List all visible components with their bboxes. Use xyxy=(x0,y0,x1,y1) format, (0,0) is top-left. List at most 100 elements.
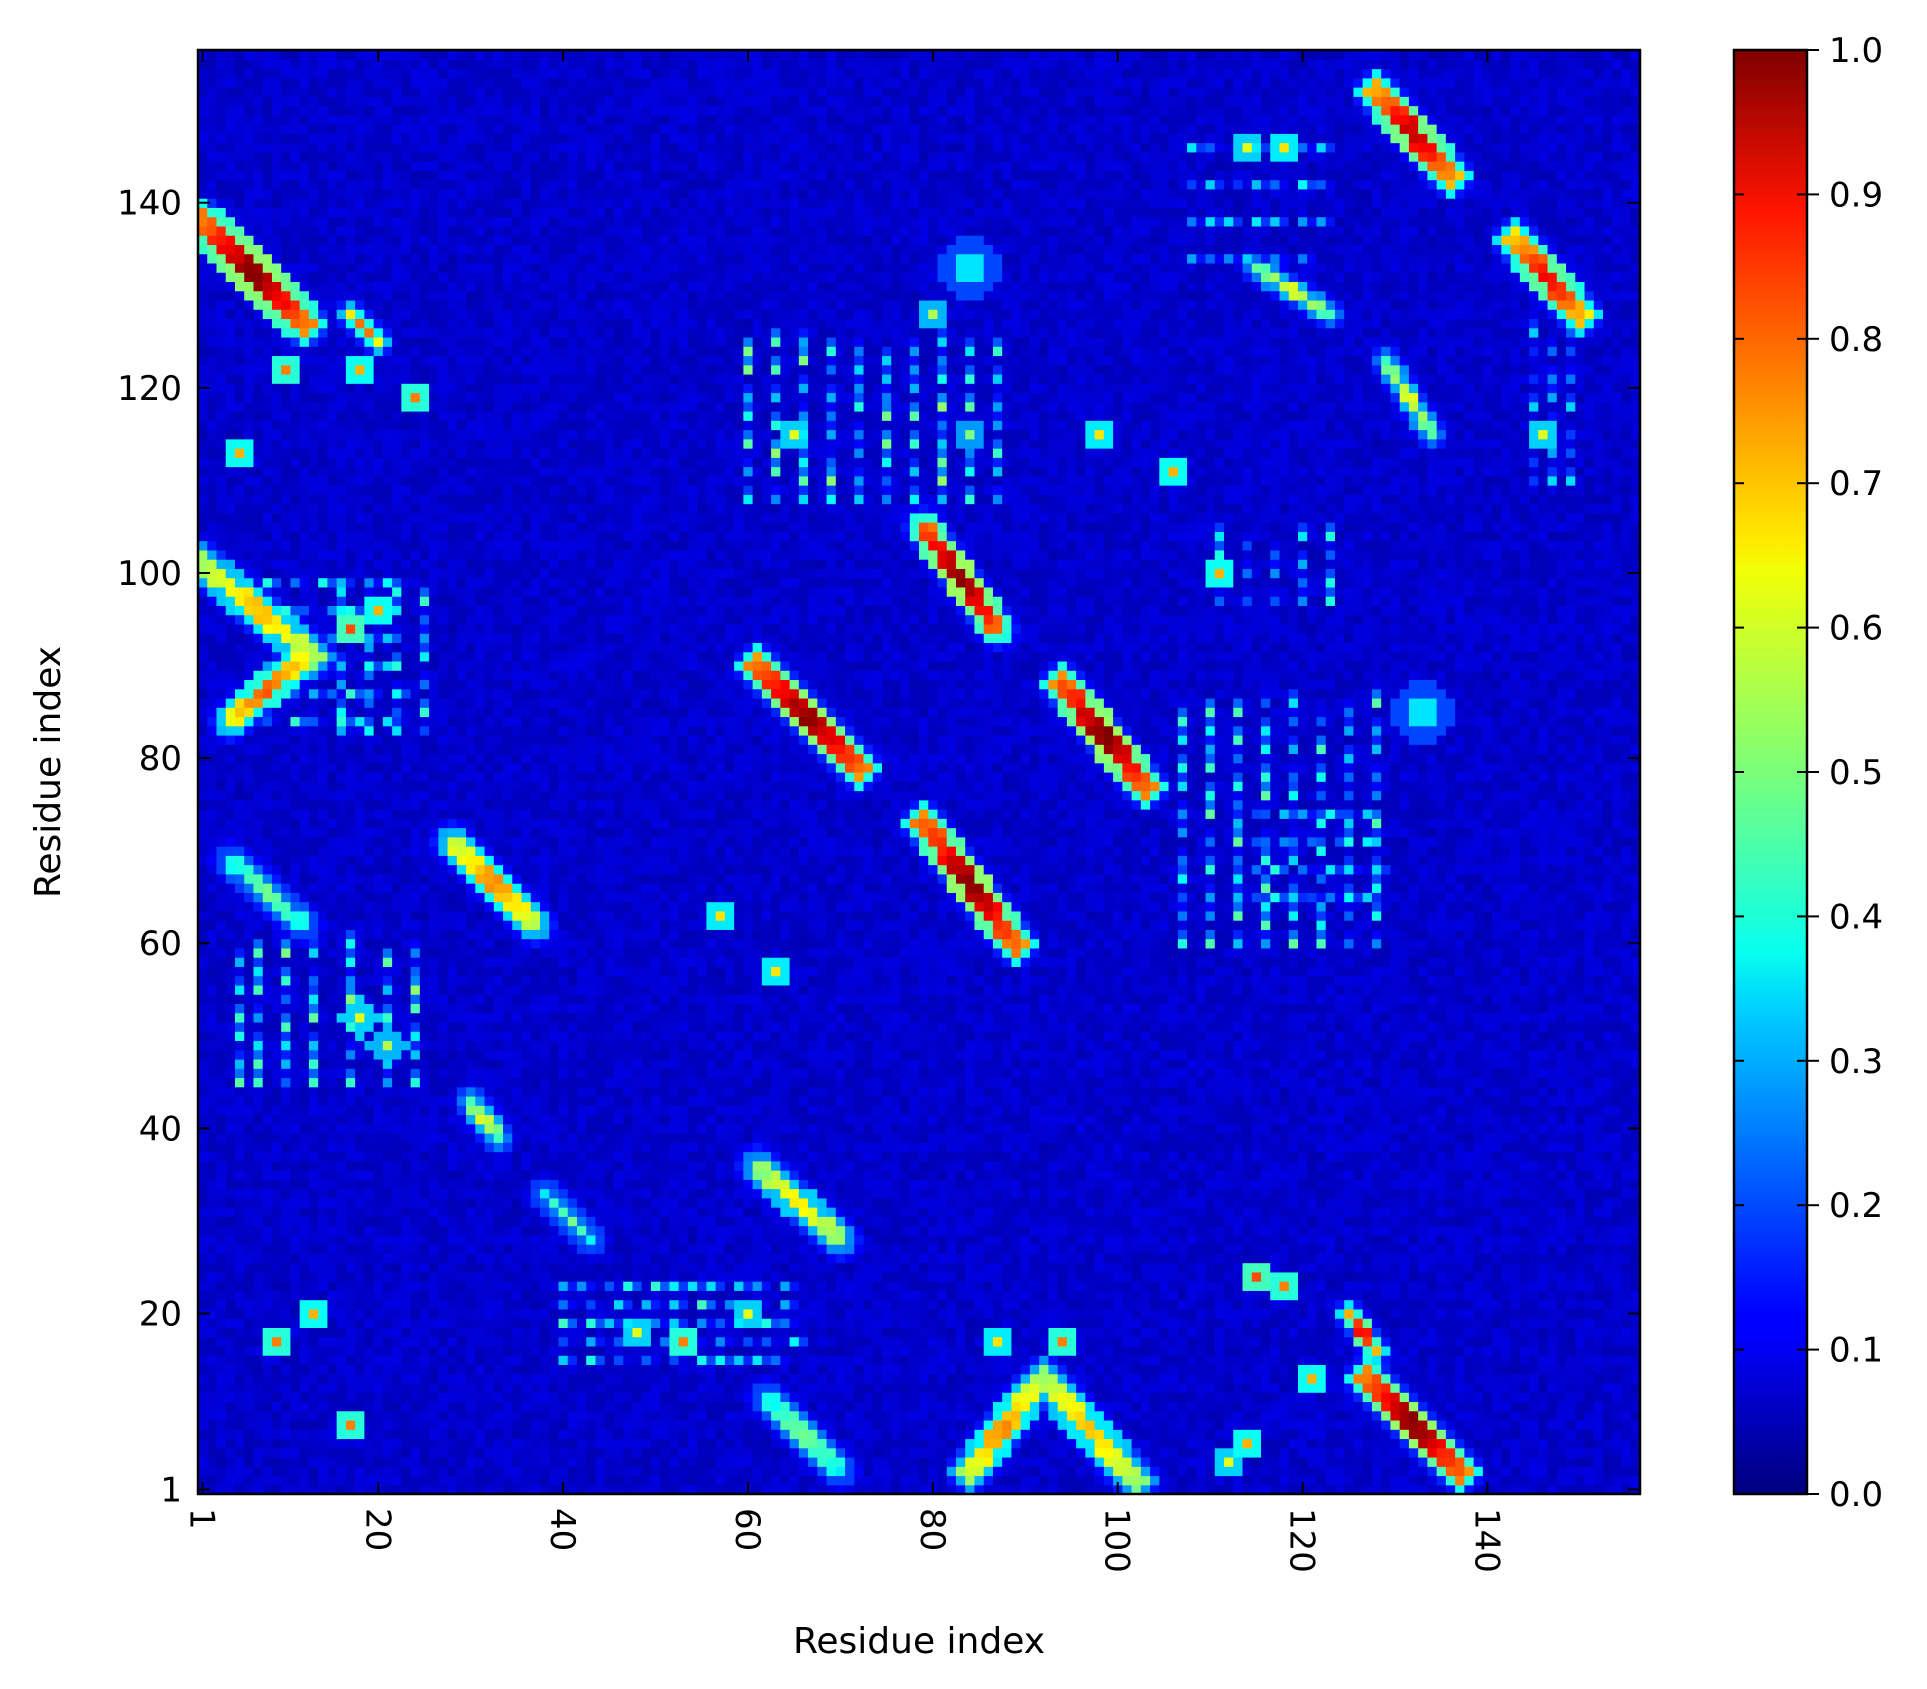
heatmap-cell xyxy=(327,337,337,347)
heatmap-cell xyxy=(485,198,495,208)
heatmap-cell xyxy=(457,411,467,421)
heatmap-cell xyxy=(244,1309,254,1319)
heatmap-cell xyxy=(281,976,291,986)
heatmap-cell xyxy=(475,828,485,838)
heatmap-cell xyxy=(355,670,365,680)
heatmap-cell xyxy=(364,1189,374,1199)
heatmap-cell xyxy=(374,355,384,365)
heatmap-cell xyxy=(253,476,263,486)
heatmap-cell xyxy=(374,133,384,143)
heatmap-cell xyxy=(272,994,282,1004)
heatmap-cell xyxy=(216,865,226,875)
heatmap-cell xyxy=(374,605,384,615)
heatmap-cell xyxy=(438,689,448,699)
heatmap-cell xyxy=(337,1179,347,1189)
heatmap-cell xyxy=(290,781,300,791)
heatmap-cell xyxy=(272,189,282,199)
heatmap-cell xyxy=(475,892,485,902)
heatmap-cell xyxy=(309,1179,319,1189)
heatmap-cell xyxy=(392,920,402,930)
heatmap-cell xyxy=(411,448,421,458)
heatmap-cell xyxy=(226,772,236,782)
heatmap-cell xyxy=(281,846,291,856)
heatmap-cell xyxy=(355,800,365,810)
heatmap-cell xyxy=(226,1263,236,1273)
heatmap-cell xyxy=(364,328,374,338)
heatmap-cell xyxy=(438,143,448,153)
heatmap-cell xyxy=(216,1411,226,1421)
heatmap-cell xyxy=(383,281,393,291)
heatmap-cell xyxy=(374,1327,384,1337)
heatmap-cell xyxy=(346,207,356,217)
heatmap-cell xyxy=(198,1235,208,1245)
heatmap-cell xyxy=(300,467,310,477)
heatmap-cell xyxy=(429,392,439,402)
heatmap-cell xyxy=(318,430,328,440)
heatmap-cell xyxy=(466,115,476,125)
heatmap-cell xyxy=(226,920,236,930)
heatmap-cell xyxy=(235,994,245,1004)
heatmap-cell xyxy=(392,365,402,375)
heatmap-cell xyxy=(244,994,254,1004)
heatmap-cell xyxy=(383,1401,393,1411)
heatmap-cell xyxy=(364,1309,374,1319)
heatmap-cell xyxy=(207,161,217,171)
heatmap-cell xyxy=(355,189,365,199)
heatmap-cell xyxy=(466,439,476,449)
heatmap-cell xyxy=(216,753,226,763)
heatmap-cell xyxy=(355,1290,365,1300)
heatmap-cell xyxy=(364,587,374,597)
heatmap-cell xyxy=(457,624,467,634)
heatmap-cell xyxy=(327,1133,337,1143)
heatmap-cell xyxy=(466,633,476,643)
heatmap-cell xyxy=(327,772,337,782)
heatmap-cell xyxy=(318,670,328,680)
heatmap-cell xyxy=(300,698,310,708)
heatmap-cell xyxy=(457,1031,467,1041)
heatmap-cell xyxy=(411,1133,421,1143)
heatmap-cell xyxy=(281,1290,291,1300)
heatmap-cell xyxy=(244,69,254,79)
heatmap-cell xyxy=(226,1059,236,1069)
heatmap-cell xyxy=(253,152,263,162)
heatmap-cell xyxy=(198,605,208,615)
heatmap-cell xyxy=(226,791,236,801)
heatmap-cell xyxy=(244,1216,254,1226)
heatmap-cell xyxy=(327,781,337,791)
heatmap-cell xyxy=(374,457,384,467)
heatmap-cell xyxy=(263,1411,273,1421)
heatmap-cell xyxy=(318,1429,328,1439)
heatmap-cell xyxy=(466,874,476,884)
heatmap-cell xyxy=(318,957,328,967)
heatmap-cell xyxy=(438,855,448,865)
heatmap-cell xyxy=(457,161,467,171)
heatmap-cell xyxy=(429,531,439,541)
heatmap-cell xyxy=(337,837,347,847)
heatmap-cell xyxy=(475,59,485,69)
heatmap-cell xyxy=(244,1133,254,1143)
heatmap-cell xyxy=(420,559,430,569)
heatmap-cell xyxy=(235,846,245,856)
heatmap-cell xyxy=(346,1179,356,1189)
heatmap-cell xyxy=(263,735,273,745)
heatmap-cell xyxy=(420,633,430,643)
heatmap-cell xyxy=(420,1411,430,1421)
heatmap-cell xyxy=(392,541,402,551)
heatmap-cell xyxy=(429,1263,439,1273)
heatmap-cell xyxy=(401,494,411,504)
heatmap-cell xyxy=(429,874,439,884)
heatmap-cell xyxy=(438,633,448,643)
heatmap-cell xyxy=(401,365,411,375)
heatmap-cell xyxy=(235,1420,245,1430)
heatmap-cell xyxy=(448,633,458,643)
heatmap-cell xyxy=(309,50,319,60)
heatmap-cell xyxy=(346,161,356,171)
heatmap-cell xyxy=(300,716,310,726)
heatmap-cell xyxy=(457,374,467,384)
heatmap-cell xyxy=(364,911,374,921)
heatmap-cell xyxy=(226,78,236,88)
heatmap-cell xyxy=(411,235,421,245)
heatmap-cell xyxy=(318,1346,328,1356)
heatmap-cell xyxy=(309,1272,319,1282)
heatmap-cell xyxy=(253,550,263,560)
